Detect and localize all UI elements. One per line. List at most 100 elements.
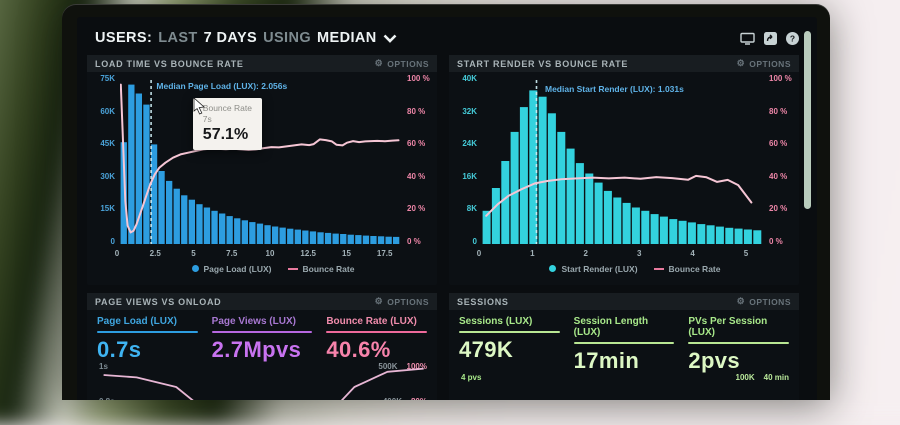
bar xyxy=(501,161,510,244)
bar xyxy=(241,220,248,244)
gear-icon: ⚙ xyxy=(374,58,384,68)
scrollbar[interactable] xyxy=(804,31,811,209)
chart-plot-area[interactable]: Median Page Load (LUX): 2.056s Bounce Ra… xyxy=(120,78,400,244)
bar xyxy=(715,226,724,244)
tick-label: 60K xyxy=(100,106,115,116)
tick-label-pair: 400K80% xyxy=(383,397,427,401)
tick-label: 24K xyxy=(462,139,477,149)
tooltip-x-value: 7s xyxy=(202,114,212,125)
metric-label: Sessions (LUX) xyxy=(459,316,533,327)
panel-start-render: START RENDER VS BOUNCE RATE ⚙ OPTIONS 40… xyxy=(449,55,799,285)
bar xyxy=(393,236,400,244)
panel-page-views: PAGE VIEWS VS ONLOAD ⚙ OPTIONS Page Load… xyxy=(87,293,437,400)
metric-page-load: Page Load (LUX) 0.7s xyxy=(97,316,198,363)
page-title[interactable]: USERS: LAST 7 DAYS USING MEDIAN xyxy=(95,30,397,46)
tick-label: 45K xyxy=(100,139,115,149)
tick-label: 20 % xyxy=(769,204,788,214)
tick-label: 60 % xyxy=(407,139,426,149)
bar xyxy=(181,195,188,244)
bar xyxy=(279,227,286,244)
bar xyxy=(659,216,668,244)
chart-plot-area[interactable]: Median Start Render (LUX): 1.031s xyxy=(482,78,762,244)
bar xyxy=(519,107,528,244)
help-icon[interactable]: ? xyxy=(786,31,799,45)
metric-underline xyxy=(97,331,198,333)
options-label: OPTIONS xyxy=(387,296,429,307)
tick-label: 17.5 xyxy=(376,249,393,258)
tick-label: 0 % xyxy=(769,236,783,246)
laptop-bezel: USERS: LAST 7 DAYS USING MEDIAN ? LOAD T… xyxy=(62,4,830,400)
bar xyxy=(603,190,612,244)
share-icon[interactable] xyxy=(764,31,777,45)
median-annotation: Median Start Render (LUX): 1.031s xyxy=(545,84,684,94)
bar xyxy=(355,235,362,244)
panel-grid: LOAD TIME VS BOUNCE RATE ⚙ OPTIONS 75K 60… xyxy=(87,55,799,400)
bar xyxy=(309,231,317,244)
bar xyxy=(678,220,687,244)
legend-dot-icon xyxy=(549,265,557,272)
bar xyxy=(650,214,659,244)
bar xyxy=(196,204,203,244)
tick-label: 60 % xyxy=(769,139,788,149)
title-days: 7 DAYS xyxy=(203,30,258,46)
bar xyxy=(706,225,715,244)
legend-label: Start Render (LUX) xyxy=(561,263,638,274)
metric-underline xyxy=(573,342,675,344)
options-button[interactable]: ⚙ OPTIONS xyxy=(737,297,791,307)
panel-header: SESSIONS ⚙ OPTIONS xyxy=(449,293,799,310)
title-median: MEDIAN xyxy=(317,30,377,46)
tick-label: 16K xyxy=(462,171,477,181)
options-label: OPTIONS xyxy=(749,296,791,307)
metric-label: PVs Per Session (LUX) xyxy=(688,316,768,338)
tick-label: 30K xyxy=(100,171,115,181)
tick-label: 0 % xyxy=(407,236,421,246)
bar xyxy=(324,232,332,244)
options-button[interactable]: ⚙ OPTIONS xyxy=(375,297,429,307)
panel-title: LOAD TIME VS BOUNCE RATE xyxy=(95,58,244,69)
bounce-rate-tooltip: Bounce Rate 7s 57.1% xyxy=(192,98,262,151)
tick-label: 2 xyxy=(583,249,589,258)
legend-item-line[interactable]: Bounce Rate xyxy=(287,263,355,274)
bar xyxy=(362,235,370,244)
metric-label: Page Views (LUX) xyxy=(211,316,296,327)
svg-text:?: ? xyxy=(790,33,795,43)
legend-item-line[interactable]: Bounce Rate xyxy=(653,264,721,274)
legend-item-bars[interactable]: Start Render (LUX) xyxy=(549,263,638,274)
bar xyxy=(613,197,622,244)
display-icon[interactable] xyxy=(740,32,755,45)
bar xyxy=(120,142,127,244)
bar xyxy=(340,234,347,244)
legend-dash-icon xyxy=(653,267,664,270)
options-label: OPTIONS xyxy=(749,58,791,69)
series-line xyxy=(103,367,424,400)
tick-label: 32K xyxy=(462,106,477,116)
tick-label: 40 % xyxy=(769,171,788,181)
legend-label: Bounce Rate xyxy=(302,263,355,274)
legend-item-bars[interactable]: Page Load (LUX) xyxy=(191,264,272,274)
tooltip-series: Bounce Rate xyxy=(202,103,252,113)
title-users: USERS: xyxy=(95,30,153,46)
legend-dot-icon xyxy=(191,265,199,272)
metric-value: 40.6% xyxy=(326,336,391,362)
bar xyxy=(272,226,279,244)
bar xyxy=(256,223,264,244)
metric-underline xyxy=(688,342,789,344)
bar xyxy=(725,227,734,244)
metric-value: 17min xyxy=(573,347,640,373)
bar xyxy=(585,173,594,244)
metric-underline xyxy=(326,331,427,333)
bar xyxy=(249,222,256,244)
bar xyxy=(219,213,226,244)
bar xyxy=(211,210,218,244)
tick-label: 0 xyxy=(110,236,115,246)
tick-label: 5 xyxy=(743,249,749,258)
bar xyxy=(594,182,603,244)
options-button[interactable]: ⚙ OPTIONS xyxy=(737,59,791,69)
panel-title: PAGE VIEWS VS ONLOAD xyxy=(95,296,222,307)
bar xyxy=(510,131,519,244)
chevron-down-icon[interactable] xyxy=(383,34,397,43)
bar xyxy=(743,229,752,244)
options-button[interactable]: ⚙ OPTIONS xyxy=(375,59,429,69)
